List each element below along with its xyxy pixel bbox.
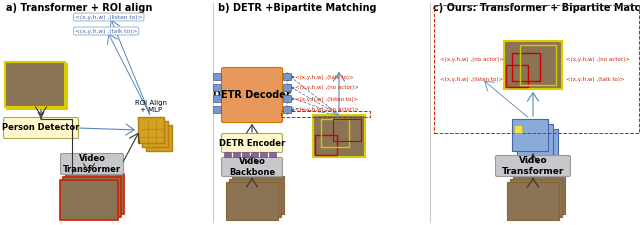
Bar — [510, 179, 562, 217]
Bar — [213, 106, 221, 113]
Bar — [251, 152, 258, 157]
Text: <(x,y,h,w) ,(no actor)>: <(x,y,h,w) ,(no actor)> — [440, 56, 504, 61]
Bar — [321, 119, 349, 147]
Bar — [229, 179, 281, 217]
Text: <(x,y,h,w) ,(talk to)>: <(x,y,h,w) ,(talk to)> — [75, 29, 138, 34]
Bar — [520, 45, 556, 85]
Bar — [512, 119, 548, 151]
Text: DETR Encoder: DETR Encoder — [219, 139, 285, 148]
Text: Video
Backbone: Video Backbone — [229, 157, 275, 177]
FancyBboxPatch shape — [495, 155, 570, 176]
Text: DETR Decoder: DETR Decoder — [213, 90, 291, 100]
FancyBboxPatch shape — [221, 68, 282, 122]
FancyBboxPatch shape — [61, 153, 124, 175]
Bar — [138, 117, 164, 143]
Text: <(x,y,h,w) ,(talk to)>: <(x,y,h,w) ,(talk to)> — [295, 74, 354, 79]
FancyBboxPatch shape — [221, 133, 282, 153]
Bar — [213, 84, 221, 91]
Bar — [260, 152, 267, 157]
Bar — [315, 135, 337, 155]
Text: <(x,y,h,w) ,(talk to)>: <(x,y,h,w) ,(talk to)> — [566, 76, 625, 81]
Bar — [213, 73, 221, 80]
Text: Video
Transformer: Video Transformer — [63, 154, 121, 174]
FancyBboxPatch shape — [221, 158, 282, 176]
Text: a) Transformer + ROI align: a) Transformer + ROI align — [6, 3, 152, 13]
Bar — [313, 115, 365, 157]
Text: <(x,y,h,w) ,(listen to)>: <(x,y,h,w) ,(listen to)> — [440, 76, 503, 81]
Text: <(x,y,h,w) ,(listen to)>: <(x,y,h,w) ,(listen to)> — [295, 97, 358, 101]
Bar — [269, 152, 276, 157]
Text: <(x,y,h,w) ,(listen to)>: <(x,y,h,w) ,(listen to)> — [75, 14, 143, 20]
Bar — [283, 84, 291, 91]
Bar — [224, 152, 231, 157]
Bar — [66, 174, 124, 214]
Bar — [283, 106, 291, 113]
Bar — [5, 62, 65, 107]
FancyBboxPatch shape — [3, 117, 79, 139]
Text: Video
Transformer: Video Transformer — [502, 156, 564, 176]
Bar — [146, 125, 172, 151]
Bar — [283, 73, 291, 80]
Bar — [60, 180, 118, 220]
Bar — [142, 121, 168, 147]
Bar — [213, 95, 221, 102]
Bar — [434, 5, 639, 133]
Bar — [506, 65, 528, 87]
Text: Person Detector: Person Detector — [3, 124, 80, 133]
Bar — [7, 64, 67, 109]
Bar — [507, 182, 559, 220]
Text: <(x,y,h,w) ,(no actor)>: <(x,y,h,w) ,(no actor)> — [295, 86, 359, 90]
Text: <(x,y,h,w) ,(no actor)>: <(x,y,h,w) ,(no actor)> — [295, 108, 359, 112]
Bar — [226, 182, 278, 220]
Bar — [504, 41, 562, 89]
Text: <(x,y,h,w) ,(no actor)>: <(x,y,h,w) ,(no actor)> — [566, 56, 630, 61]
Text: ROI Align
+ MLP: ROI Align + MLP — [135, 100, 167, 113]
Bar — [242, 152, 249, 157]
Bar — [233, 152, 240, 157]
Bar — [522, 129, 558, 161]
Bar — [333, 119, 361, 141]
Bar — [283, 95, 291, 102]
Bar — [517, 124, 553, 156]
Bar — [512, 53, 540, 81]
Bar — [281, 111, 370, 117]
Bar — [514, 125, 522, 133]
Bar — [513, 176, 565, 214]
Bar — [232, 176, 284, 214]
Bar — [63, 177, 121, 217]
Text: b) DETR +Bipartite Matching: b) DETR +Bipartite Matching — [218, 3, 376, 13]
Text: c) Ours: Transformer + Bipartite Matching: c) Ours: Transformer + Bipartite Matchin… — [433, 3, 640, 13]
